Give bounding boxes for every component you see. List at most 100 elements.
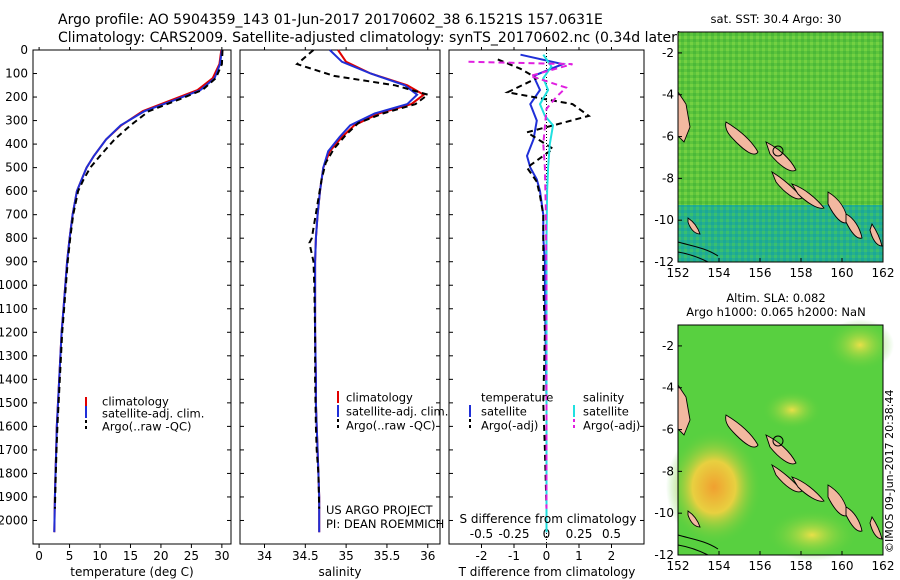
project-label: US ARGO PROJECT — [326, 503, 434, 517]
sla-argo-marker — [772, 435, 784, 447]
y-tick-label: 1500 — [0, 396, 28, 410]
difference-legend-temperature-title: temperature — [481, 391, 553, 405]
temperature-legend: climatology satellite-adj. clim. Argo(..… — [85, 395, 204, 434]
y-tick-label: 1300 — [0, 349, 28, 363]
y-tick-label: 200 — [5, 90, 28, 104]
x2-tick-label: -0.5 — [470, 527, 493, 541]
map-y-tick-label: -10 — [654, 213, 674, 227]
x-tick-label: 20 — [153, 549, 168, 563]
temperature-legend-climatology: climatology — [102, 395, 169, 409]
x-tick-label: 34 — [257, 549, 272, 563]
island-7 — [845, 506, 863, 532]
difference-legend-sal-satellite: satellite — [583, 405, 629, 419]
sal-line-3 — [295, 49, 430, 509]
sla-map-title: Altim. SLA: 0.082 — [726, 291, 825, 305]
coastline — [677, 241, 719, 263]
map-y-tick-label: -6 — [662, 423, 674, 437]
difference-legend-salinity-title: salinity — [583, 391, 624, 405]
x-tick-label: 0 — [35, 549, 43, 563]
y-tick-label: 1900 — [0, 490, 28, 504]
difference-xlabel-salinity: S difference from climatology — [460, 512, 637, 526]
map-x-tick-label: 156 — [749, 266, 772, 280]
y-tick-label: 500 — [5, 161, 28, 175]
map-x-tick-label: 160 — [831, 266, 854, 280]
coastline — [677, 534, 719, 556]
temperature-panel: 0 5 10 15 20 25 300100200300400500600700800900… — [0, 43, 232, 579]
y-tick-label: 1600 — [0, 419, 28, 433]
sla-high-patch-1 — [826, 319, 894, 371]
island-5 — [790, 476, 825, 502]
x-tick-label: 35.5 — [374, 549, 401, 563]
salinity-legend-satellite: satellite-adj. clim. — [346, 405, 448, 419]
imos-timestamp: ©IMOS 09-Jun-2017 20:38:44 — [883, 389, 896, 553]
y-tick-label: 1200 — [0, 325, 28, 339]
difference-legend: temperature satellite Argo(-adj) salinit… — [469, 391, 640, 433]
x-tick-label: 36 — [420, 549, 435, 563]
temp-line-3 — [53, 49, 224, 509]
map-x-tick-label: 152 — [667, 266, 690, 280]
map-y-tick-label: -4 — [662, 88, 674, 102]
map-x-tick-label: 162 — [872, 266, 895, 280]
salinity-axes-frame — [239, 49, 441, 545]
island-7 — [845, 213, 863, 239]
y-tick-label: 600 — [5, 184, 28, 198]
map-y-tick-label: -2 — [662, 339, 674, 353]
y-tick-label: 1700 — [0, 443, 28, 457]
x-tick-label: 2 — [608, 549, 616, 563]
climatology-subtitle: Climatology: CARS2009. Satellite-adjuste… — [58, 30, 683, 46]
map-x-tick-label: 160 — [831, 559, 854, 573]
profile-title: Argo profile: AO 5904359_143 01-Jun-2017… — [58, 12, 603, 28]
x-tick-label: 0 — [543, 549, 551, 563]
diff-line-2 — [497, 58, 592, 509]
x-tick-label: -2 — [476, 549, 488, 563]
sla-map-frame — [677, 324, 884, 556]
sla-high-patch-2 — [762, 390, 822, 430]
x2-tick-label: -0.25 — [498, 527, 529, 541]
map-x-tick-label: 156 — [749, 559, 772, 573]
map-x-tick-label: 162 — [872, 559, 895, 573]
salinity-legend: climatology satellite-adj. clim. Argo(..… — [337, 391, 448, 433]
difference-xlabel: T difference from climatology — [458, 565, 636, 579]
x-tick-label: 15 — [123, 549, 138, 563]
island-2 — [725, 414, 759, 448]
y-tick-label: 100 — [5, 67, 28, 81]
x-tick-label: 34.5 — [292, 549, 319, 563]
temperature-legend-argo: Argo(..raw -QC) — [102, 420, 192, 434]
sla-warm-anomaly — [666, 429, 762, 545]
temperature-legend-satellite: satellite-adj. clim. — [102, 407, 204, 421]
y-tick-label: 1800 — [0, 466, 28, 480]
island-5 — [790, 183, 825, 209]
x-tick-label: 30 — [214, 549, 229, 563]
temperature-axes-frame — [32, 49, 232, 545]
map-y-tick-label: -8 — [662, 171, 674, 185]
map-y-tick-label: -12 — [654, 255, 674, 269]
diff-line-4 — [468, 60, 573, 509]
salinity-legend-climatology: climatology — [346, 391, 413, 405]
map-y-tick-label: -6 — [662, 130, 674, 144]
y-tick-label: 0 — [20, 43, 28, 57]
map-x-tick-label: 154 — [708, 559, 731, 573]
y-tick-label: 700 — [5, 208, 28, 222]
y-tick-label: 800 — [5, 231, 28, 245]
y-tick-label: 1400 — [0, 372, 28, 386]
difference-legend-temp-argo: Argo(-adj) — [481, 419, 538, 433]
sst-map-title: sat. SST: 30.4 Argo: 30 — [711, 12, 842, 26]
map-x-tick-label: 158 — [790, 266, 813, 280]
x-tick-label: 10 — [92, 549, 107, 563]
map-y-tick-label: -2 — [662, 46, 674, 60]
y-tick-label: 300 — [5, 114, 28, 128]
x-tick-label: 5 — [66, 549, 74, 563]
sla-high-patch-3 — [766, 509, 858, 561]
sst-map-frame — [677, 31, 884, 263]
map-y-tick-label: -12 — [654, 548, 674, 562]
y-tick-label: 900 — [5, 255, 28, 269]
map-y-tick-label: -8 — [662, 464, 674, 478]
map-x-tick-label: 152 — [667, 559, 690, 573]
salinity-legend-argo: Argo(..raw -QC) — [346, 419, 436, 433]
island-8 — [869, 515, 883, 540]
difference-legend-temp-satellite: satellite — [481, 405, 527, 419]
island-9 — [687, 510, 701, 528]
salinity-xlabel: salinity — [318, 565, 361, 579]
